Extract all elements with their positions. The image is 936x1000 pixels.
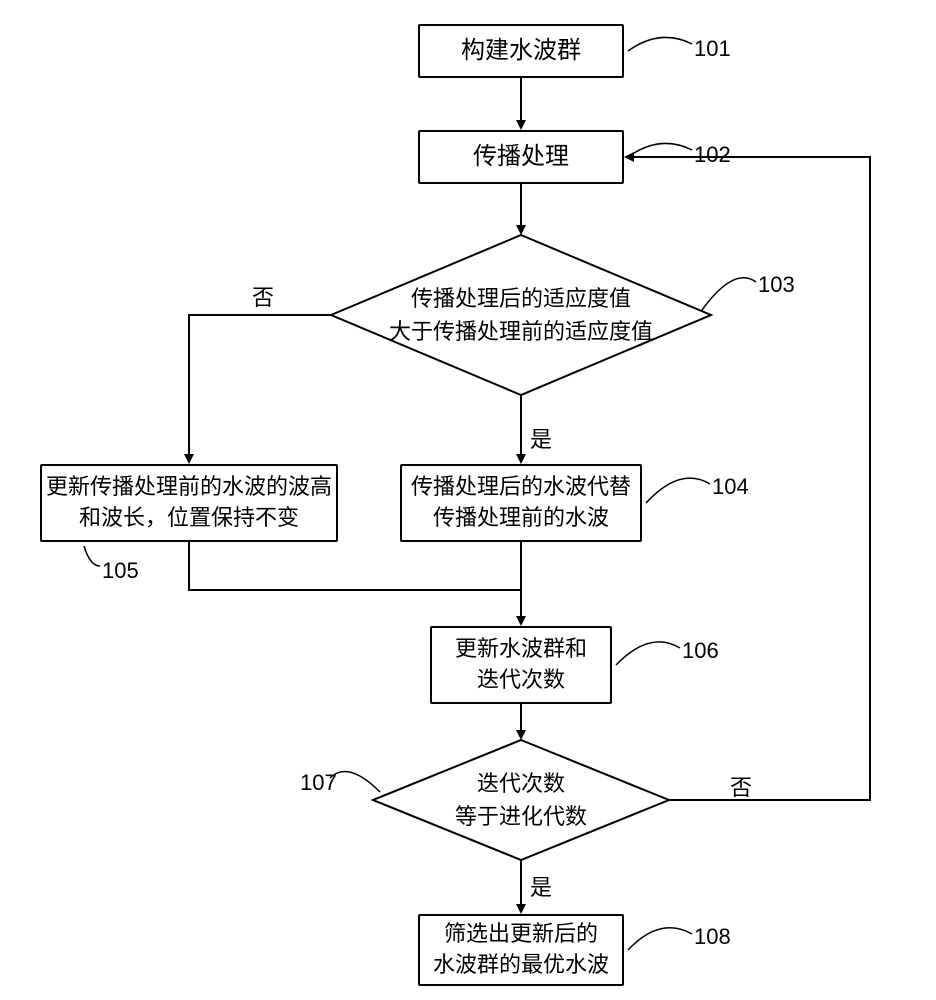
edge-label-103-no: 否 [252, 280, 274, 312]
node-104: 传播处理后的水波代替 传播处理前的水波 [400, 464, 642, 542]
edge-label-107-yes: 是 [530, 870, 552, 902]
node-101: 构建水波群 [418, 24, 624, 78]
node-108-text-1: 筛选出更新后的 [433, 919, 609, 950]
node-106-text-2: 迭代次数 [455, 665, 587, 696]
node-102: 传播处理 [418, 130, 624, 184]
node-103-text-2: 大于传播处理前的适应度值 [389, 315, 653, 348]
node-101-text: 构建水波群 [461, 34, 581, 68]
node-104-text-2: 传播处理前的水波 [411, 503, 631, 534]
node-108: 筛选出更新后的 水波群的最优水波 [418, 914, 624, 986]
edge-label-107-no: 否 [730, 770, 752, 802]
node-102-text: 传播处理 [473, 140, 569, 174]
node-107-text-2: 等于进化代数 [455, 800, 587, 833]
node-107-text-1: 迭代次数 [455, 767, 587, 800]
node-107: 迭代次数 等于进化代数 [373, 740, 669, 860]
step-label-108: 108 [694, 924, 731, 950]
step-label-105: 105 [102, 558, 139, 584]
step-label-106: 106 [682, 638, 719, 664]
node-105: 更新传播处理前的水波的波高 和波长，位置保持不变 [40, 464, 338, 542]
step-label-103: 103 [758, 272, 795, 298]
step-label-104: 104 [712, 474, 749, 500]
node-106: 更新水波群和 迭代次数 [430, 626, 612, 704]
node-105-text-2: 和波长，位置保持不变 [46, 503, 332, 534]
node-108-text-2: 水波群的最优水波 [433, 950, 609, 981]
step-label-107: 107 [300, 770, 337, 796]
node-103: 传播处理后的适应度值 大于传播处理前的适应度值 [331, 235, 711, 395]
node-105-text-1: 更新传播处理前的水波的波高 [46, 472, 332, 503]
step-label-102: 102 [694, 142, 731, 168]
node-103-text-1: 传播处理后的适应度值 [389, 282, 653, 315]
step-label-101: 101 [694, 36, 731, 62]
node-104-text-1: 传播处理后的水波代替 [411, 472, 631, 503]
edge-label-103-yes: 是 [530, 422, 552, 454]
node-106-text-1: 更新水波群和 [455, 634, 587, 665]
